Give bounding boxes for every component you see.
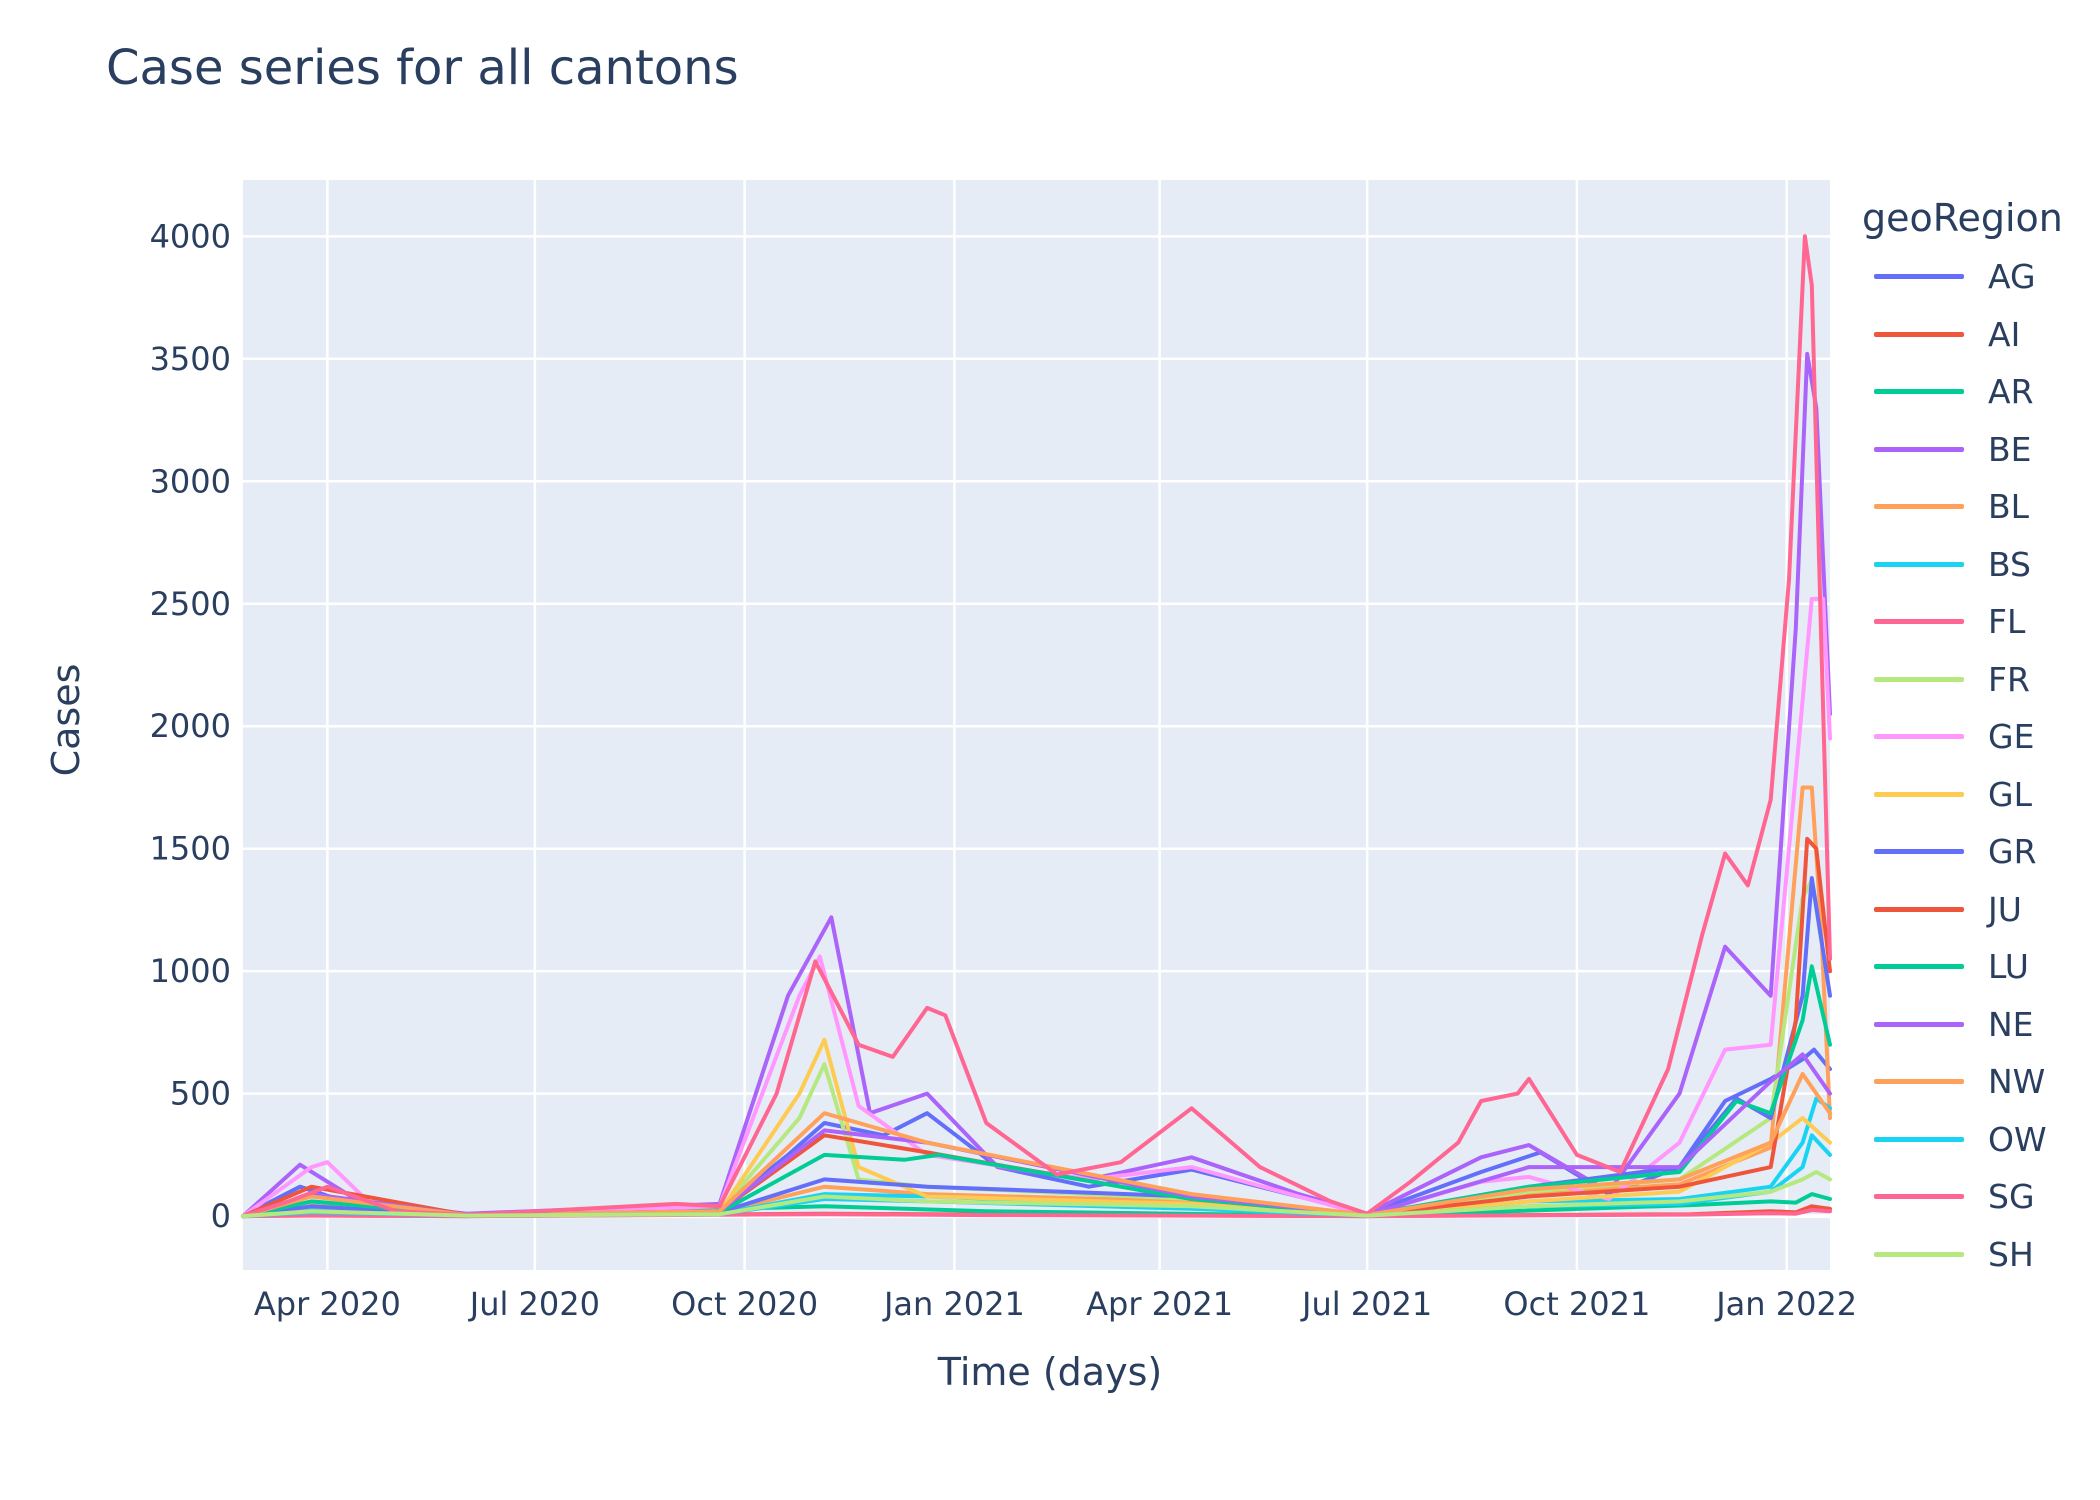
y-tick-label: 500 xyxy=(170,1075,231,1113)
legend-item-gl[interactable]: GL xyxy=(1862,766,2063,824)
legend-swatch xyxy=(1874,734,1964,740)
legend-label: BE xyxy=(1988,429,2032,469)
x-tick-labels: Apr 2020 Jul 2020 Oct 2020 Jan 2021 Apr 2021… xyxy=(254,1285,1857,1323)
legend-swatch xyxy=(1874,791,1964,797)
legend-label: SH xyxy=(1988,1234,2034,1274)
legend-label: FR xyxy=(1988,659,2030,699)
y-tick-label: 3500 xyxy=(150,340,231,378)
legend-label: AI xyxy=(1988,314,2021,354)
legend-label: NW xyxy=(1988,1062,2046,1102)
legend-label: BS xyxy=(1988,544,2032,584)
legend-item-fl[interactable]: FL xyxy=(1862,593,2063,651)
legend-item-bs[interactable]: BS xyxy=(1862,536,2063,594)
legend-items: AG AI AR BE BL BS FL FR GE GL GR JU LU NE NW OW SG SH xyxy=(1862,248,2063,1283)
legend-swatch xyxy=(1874,1251,1964,1257)
x-tick-label: Oct 2021 xyxy=(1503,1285,1650,1323)
legend-swatch xyxy=(1874,274,1964,280)
legend-label: GR xyxy=(1988,832,2037,872)
legend-label: BL xyxy=(1988,487,2030,527)
legend-swatch xyxy=(1874,619,1964,625)
legend-swatch xyxy=(1874,1079,1964,1085)
legend-label: GL xyxy=(1988,774,2032,814)
legend-swatch xyxy=(1874,1194,1964,1200)
x-tick-label: Oct 2020 xyxy=(671,1285,818,1323)
series-line-sh xyxy=(241,1170,1832,1219)
legend-title: geoRegion xyxy=(1862,196,2063,240)
y-tick-label: 1500 xyxy=(150,830,231,868)
y-tick-label: 4000 xyxy=(150,217,231,255)
legend-label: LU xyxy=(1988,947,2029,987)
legend-swatch xyxy=(1874,906,1964,912)
legend-item-ow[interactable]: OW xyxy=(1862,1111,2063,1169)
legend-swatch xyxy=(1874,561,1964,567)
legend-swatch xyxy=(1874,331,1964,337)
legend-item-lu[interactable]: LU xyxy=(1862,938,2063,996)
legend-swatch xyxy=(1874,1021,1964,1027)
legend-item-gr[interactable]: GR xyxy=(1862,823,2063,881)
legend-swatch xyxy=(1874,504,1964,510)
legend-item-fr[interactable]: FR xyxy=(1862,651,2063,709)
legend-item-nw[interactable]: NW xyxy=(1862,1053,2063,1111)
legend-item-ne[interactable]: NE xyxy=(1862,996,2063,1054)
legend-swatch xyxy=(1874,389,1964,395)
legend-item-ai[interactable]: AI xyxy=(1862,306,2063,364)
x-tick-label: Apr 2020 xyxy=(254,1285,401,1323)
legend-swatch xyxy=(1874,964,1964,970)
legend-item-ju[interactable]: JU xyxy=(1862,881,2063,939)
y-tick-label: 0 xyxy=(211,1197,231,1235)
legend-swatch xyxy=(1874,676,1964,682)
legend-swatch xyxy=(1874,849,1964,855)
y-tick-label: 3000 xyxy=(150,462,231,500)
x-tick-label: Apr 2021 xyxy=(1086,1285,1233,1323)
legend-label: GE xyxy=(1988,717,2035,757)
series-lines xyxy=(241,234,1832,1219)
x-axis-title: Time (days) xyxy=(937,1350,1163,1394)
chart-title: Case series for all cantons xyxy=(106,40,739,96)
x-tick-label: Jan 2022 xyxy=(1714,1285,1857,1323)
series-line-sg xyxy=(241,234,1832,1219)
legend-label: NE xyxy=(1988,1004,2034,1044)
legend-label: FL xyxy=(1988,602,2026,642)
x-tick-label: Jul 2021 xyxy=(1300,1285,1432,1323)
legend-item-be[interactable]: BE xyxy=(1862,421,2063,479)
y-tick-labels: 0 500 1000 1500 2000 2500 3000 3500 4000 xyxy=(150,217,231,1235)
legend-label: AG xyxy=(1988,257,2036,297)
legend-item-sg[interactable]: SG xyxy=(1862,1168,2063,1226)
x-tick-label: Jan 2021 xyxy=(882,1285,1025,1323)
legend-label: JU xyxy=(1988,889,2022,929)
legend-label: OW xyxy=(1988,1119,2047,1159)
legend-item-ag[interactable]: AG xyxy=(1862,248,2063,306)
y-tick-label: 2000 xyxy=(150,707,231,745)
legend-item-bl[interactable]: BL xyxy=(1862,478,2063,536)
legend-label: SG xyxy=(1988,1177,2035,1217)
legend-item-ar[interactable]: AR xyxy=(1862,363,2063,421)
y-axis-title: Cases xyxy=(44,663,88,777)
y-tick-label: 2500 xyxy=(150,585,231,623)
legend-item-sh[interactable]: SH xyxy=(1862,1226,2063,1284)
legend-label: AR xyxy=(1988,372,2034,412)
y-tick-label: 1000 xyxy=(150,952,231,990)
legend-swatch xyxy=(1874,1136,1964,1142)
legend-item-ge[interactable]: GE xyxy=(1862,708,2063,766)
legend: geoRegion AG AI AR BE BL BS FL FR GE GL GR JU LU NE NW… xyxy=(1862,196,2063,1283)
x-tick-label: Jul 2020 xyxy=(468,1285,600,1323)
legend-swatch xyxy=(1874,446,1964,452)
